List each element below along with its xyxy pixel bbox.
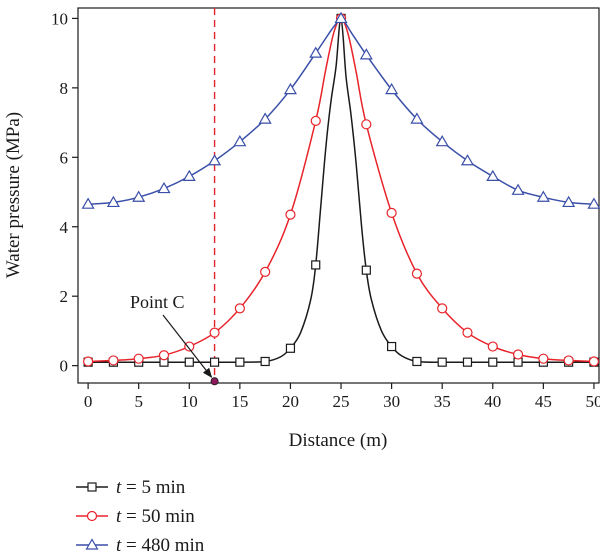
legend-label: t = 480 min — [116, 535, 205, 556]
y-tick-label: 6 — [60, 148, 69, 167]
data-point — [486, 169, 500, 182]
data-point — [435, 134, 449, 147]
legend-label-value: = 50 min — [121, 506, 195, 527]
data-point — [588, 356, 600, 367]
data-point — [133, 353, 144, 364]
y-tick-label: 0 — [60, 357, 69, 376]
data-point — [157, 181, 171, 194]
legend-item-0: t = 5 min — [76, 477, 186, 498]
legend-label: t = 5 min — [116, 477, 186, 498]
x-tick-label: 40 — [484, 392, 501, 411]
data-point — [462, 357, 473, 367]
x-tick-label: 25 — [333, 392, 350, 411]
data-point — [184, 341, 195, 352]
x-axis-label: Distance (m) — [289, 430, 388, 451]
legend-marker — [85, 538, 99, 550]
data-point — [411, 268, 423, 279]
data-point — [536, 190, 550, 202]
data-point — [106, 195, 120, 208]
legend-marker — [87, 482, 97, 492]
data-point — [209, 357, 220, 367]
data-point — [334, 11, 348, 24]
data-point — [310, 115, 321, 126]
x-tick-label: 35 — [434, 392, 451, 411]
x-tick-label: 30 — [383, 392, 400, 411]
data-point — [512, 349, 524, 360]
data-point — [132, 190, 146, 202]
data-point — [511, 183, 525, 195]
data-point — [182, 169, 196, 182]
data-point — [487, 341, 498, 352]
legend-label-variable: t — [116, 535, 122, 556]
x-tick-label: 20 — [282, 392, 299, 411]
data-point — [258, 112, 272, 124]
data-point — [437, 357, 447, 367]
point-c-label: Point C — [130, 292, 185, 312]
y-axis-label: Water pressure (MPa) — [3, 112, 24, 278]
x-tick-label: 50 — [585, 392, 600, 411]
data-point — [81, 197, 95, 209]
data-point — [385, 82, 399, 95]
data-point — [234, 303, 245, 314]
data-point — [460, 154, 475, 166]
legend-label-variable: t — [116, 477, 122, 498]
y-tick-label: 8 — [60, 79, 69, 98]
point-c-marker — [210, 377, 219, 386]
plot-frame — [77, 7, 600, 384]
legend-marker — [86, 510, 98, 522]
y-tick-label: 10 — [51, 9, 68, 28]
x-tick-label: 45 — [535, 392, 552, 411]
data-point — [462, 327, 473, 338]
data-point — [361, 265, 371, 275]
data-point — [361, 119, 372, 130]
legend-label-value: = 5 min — [121, 477, 186, 498]
data-point — [208, 154, 222, 166]
x-tick-label: 5 — [134, 392, 143, 411]
series-2 — [81, 11, 600, 209]
legend-label: t = 50 min — [116, 506, 195, 527]
data-point — [233, 134, 247, 147]
data-point — [387, 341, 397, 352]
x-tick-label: 10 — [181, 392, 198, 411]
data-point — [412, 356, 422, 367]
data-point — [158, 350, 170, 361]
data-point — [283, 82, 297, 95]
x-axis-ticks: 0 5 10 15 20 25 30 35 40 45 50 — [84, 383, 600, 411]
data-point — [386, 207, 397, 218]
legend-item-2: t = 480 min — [76, 535, 205, 556]
data-point — [538, 353, 549, 364]
series-layer — [81, 11, 600, 367]
data-point — [285, 343, 296, 353]
point-c-arrow — [162, 314, 213, 379]
y-tick-label: 2 — [60, 287, 69, 306]
data-point — [488, 357, 498, 367]
x-tick-label: 15 — [231, 392, 248, 411]
legend-item-1: t = 50 min — [76, 506, 195, 527]
x-tick-label: 0 — [84, 392, 93, 411]
data-point — [260, 266, 271, 277]
data-point — [209, 327, 220, 338]
data-point — [437, 303, 448, 314]
y-axis-ticks: 0 2 4 6 8 10 — [51, 9, 78, 376]
point-c-annotation: Point C — [130, 292, 219, 386]
legend-label-variable: t — [116, 506, 122, 527]
series-line — [88, 17, 594, 205]
data-point — [309, 46, 323, 58]
data-point — [587, 197, 600, 209]
data-point — [311, 260, 321, 270]
data-point — [108, 355, 119, 366]
data-point — [285, 209, 296, 220]
data-point — [235, 357, 245, 367]
data-point — [83, 356, 94, 367]
data-point — [562, 195, 576, 208]
y-tick-label: 4 — [60, 218, 69, 237]
legend-label-value: = 480 min — [121, 535, 205, 556]
data-point — [184, 357, 194, 367]
data-point — [260, 356, 270, 367]
data-point — [563, 355, 574, 366]
data-point — [359, 48, 373, 60]
data-point — [410, 112, 424, 124]
